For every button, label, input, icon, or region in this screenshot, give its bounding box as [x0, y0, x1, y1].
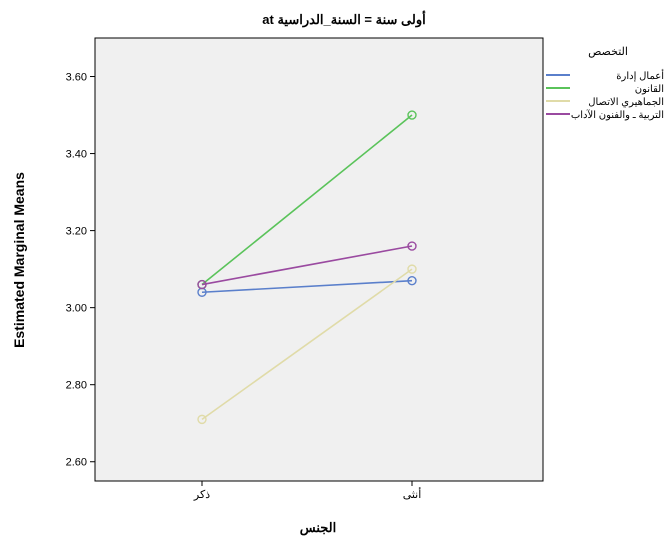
series-layer	[197, 110, 417, 425]
series-line	[201, 245, 413, 286]
data-point-marker	[407, 241, 417, 251]
y-tick-label: 2.60	[66, 457, 87, 469]
legend-entry-label: القانون	[635, 84, 664, 95]
legend-title: التخصص	[588, 46, 628, 58]
chart-title: أولى سنة = السنة_الدراسية at	[262, 11, 426, 28]
y-tick-label: 2.80	[66, 380, 87, 392]
y-tick-label: 3.00	[66, 303, 87, 315]
y-tick-label: 3.60	[66, 72, 87, 84]
y-axis: 2.60 2.80 3.00 3.20 3.40 3.60	[66, 72, 95, 469]
legend-entry-label: التربية ـ والفنون الآداب	[571, 109, 664, 121]
series-line	[201, 279, 413, 294]
legend-entry-label: الجماهيري الاتصال	[588, 97, 664, 108]
x-tick-label: أنثى	[403, 487, 422, 501]
y-tick-label: 3.40	[66, 149, 87, 161]
plot-area	[94, 37, 544, 482]
x-tick-label: ذكر	[193, 489, 210, 501]
data-point-marker	[197, 279, 207, 290]
data-point-marker	[407, 264, 417, 274]
data-point-marker	[407, 275, 417, 286]
legend: التخصص أعمال إدارة القانون الجماهيري الاتص…	[546, 46, 664, 121]
y-tick-label: 3.20	[66, 226, 87, 238]
series-line	[201, 268, 413, 421]
data-point-marker	[197, 414, 207, 425]
series-line	[201, 114, 413, 286]
x-axis: ذكر أنثى	[193, 481, 421, 501]
legend-entry-label: أعمال إدارة	[616, 69, 664, 82]
y-axis-label: Estimated Marginal Means	[11, 172, 27, 348]
data-point-marker	[407, 110, 417, 120]
x-axis-label: الجنس	[300, 520, 336, 536]
